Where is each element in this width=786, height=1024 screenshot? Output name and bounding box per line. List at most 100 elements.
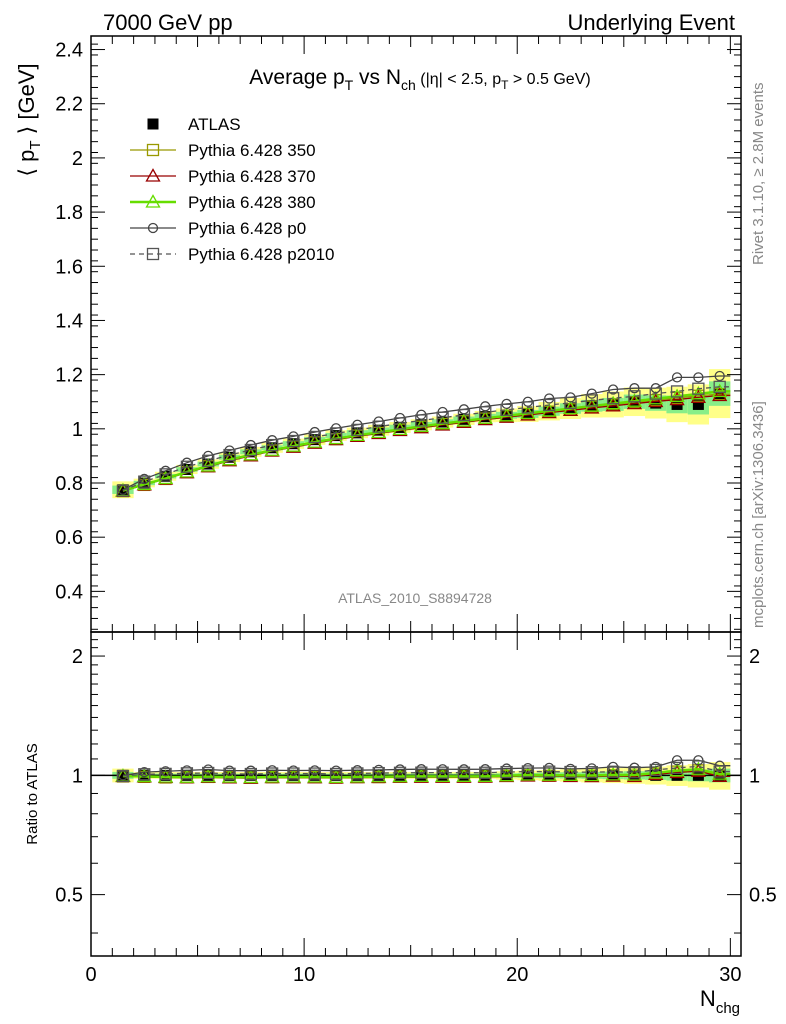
header-energy: 7000 GeV pp [103, 10, 233, 35]
series-5-main-point [265, 438, 279, 452]
main-y-ticks: 0.4 0.6 0.8 1 1.2 1.4 1.6 1.8 2 2.2 2.4 [55, 40, 741, 630]
series-5-main-point [500, 403, 513, 417]
series-5-main-point [457, 408, 471, 422]
series-4-ratio-point [437, 764, 448, 775]
series-0-main-point [287, 438, 299, 450]
series-2-ratio-point [712, 768, 728, 783]
series-3-ratio-point [371, 768, 387, 783]
series-3-ratio-point [477, 768, 493, 782]
series-3-ratio-point [328, 769, 344, 783]
series-4-main-point [629, 383, 640, 394]
series-5-ratio-point [202, 766, 215, 780]
series-5-main-point [287, 434, 300, 448]
series-5-ratio-point [159, 767, 172, 781]
legend-entry-4-marker [147, 222, 159, 234]
series-0-main-point [437, 416, 449, 428]
series-0-main-point [415, 419, 427, 431]
series-3-ratio-point [605, 767, 621, 781]
series-0-main-point [692, 398, 704, 410]
series-3-main-point [669, 388, 685, 402]
series-0-main-point [309, 434, 321, 446]
series-2-main-point [712, 387, 728, 402]
ratio-y-ticks: 0.5 0.5 1 1 2 2 [55, 639, 777, 934]
series-3-ratio-point [626, 767, 643, 781]
series-4-ratio-point [394, 764, 406, 775]
x-axis-label: Nchg [700, 986, 740, 1017]
series-0-ratio-point [351, 769, 363, 781]
series-4-main-point [714, 370, 725, 382]
series-3-ratio-point [392, 768, 408, 783]
series-5-ratio-point [479, 766, 492, 779]
series-4-ratio-point [181, 765, 193, 776]
series-4-ratio-point [693, 755, 704, 766]
series-4-ratio-point [224, 765, 235, 776]
series-2-main-point [626, 395, 643, 410]
series-3-ratio-point [435, 768, 451, 782]
series-5-main-point [202, 454, 215, 467]
series-0-ratio-point [202, 769, 214, 781]
series-3-main-point [712, 383, 728, 398]
series-5-main-point [372, 420, 385, 433]
series-5-ratio-point [138, 768, 151, 781]
legend-entry-3-marker [145, 194, 161, 208]
series-4-main-line [122, 375, 731, 491]
series-3-main-point [200, 458, 216, 472]
series-0-main-point [266, 442, 278, 454]
series-4-main-point [139, 473, 150, 485]
series-4-ratio-point [330, 765, 342, 776]
series-5-ratio-point [436, 766, 449, 779]
series-3-ratio-point [413, 768, 429, 783]
legend-entry-3-label: Pythia 6.428 380 [188, 193, 316, 212]
series-4-ratio-point [160, 766, 171, 777]
main-y-tick-label: 2.4 [55, 40, 83, 62]
series-5-main-point [351, 423, 364, 437]
series-5-main-point [393, 417, 407, 430]
analysis-watermark: ATLAS_2010_S8894728 [338, 590, 492, 606]
series-4-main-point [671, 372, 683, 383]
series-4-ratio-point [650, 761, 661, 773]
main-y-tick-label: 0.4 [55, 581, 83, 603]
series-5-ratio-point [564, 765, 577, 779]
series-2-main-point [648, 393, 664, 408]
series-3-ratio-point [221, 769, 238, 783]
series-5-ratio-point [287, 767, 300, 780]
series-5-main-point [159, 468, 172, 481]
series-5-main-point [713, 380, 726, 393]
series-4-ratio-point [416, 764, 427, 775]
series-3-ratio-point [243, 769, 259, 784]
series-4-ratio-line [122, 759, 731, 776]
legend-entry-2-marker [145, 168, 161, 182]
legend: ATLAS Pythia 6.428 350 Pythia 6.428 370 Pyt… [130, 115, 335, 264]
series-0-main-point [394, 421, 406, 433]
legend-entry-0-marker [147, 118, 159, 130]
series-0-main-point [650, 397, 662, 409]
series-3-ratio-point [498, 767, 515, 782]
series-5-main-point [521, 401, 535, 414]
series-4-ratio-point [480, 764, 491, 775]
series-4-main-point [544, 393, 555, 404]
series-5-main-point [670, 385, 684, 398]
series-5-ratio-point [180, 767, 194, 780]
series-0-main-point [330, 430, 342, 442]
x-tick-label: 0 [85, 964, 96, 986]
series-0-main-point [479, 411, 491, 423]
main-panel: 0.4 0.6 0.8 1 1.2 1.4 1.6 1.8 2 2.2 2.4 Average pT… [14, 35, 742, 633]
series-5-ratio-point [500, 765, 513, 779]
series-5-main-point [180, 460, 194, 473]
series-5-ratio-point [329, 767, 343, 781]
series-4-ratio-point [565, 763, 576, 775]
series-5-ratio-point [521, 765, 535, 778]
legend-entry-0-label: ATLAS [188, 115, 241, 134]
series-4-ratio-point [501, 763, 512, 774]
legend-entry-4-label: Pythia 6.428 p0 [188, 219, 306, 238]
series-5-main-point [223, 448, 236, 462]
series-3-main-point [690, 386, 706, 400]
series-5-main-point [116, 484, 130, 497]
series-5-ratio-line [122, 765, 731, 777]
series-5-main-point [564, 396, 577, 409]
series-3-ratio-point [264, 769, 280, 783]
ratio-frame [90, 631, 742, 957]
series-5-main-point [585, 394, 598, 407]
series-4-ratio-point [139, 766, 150, 778]
